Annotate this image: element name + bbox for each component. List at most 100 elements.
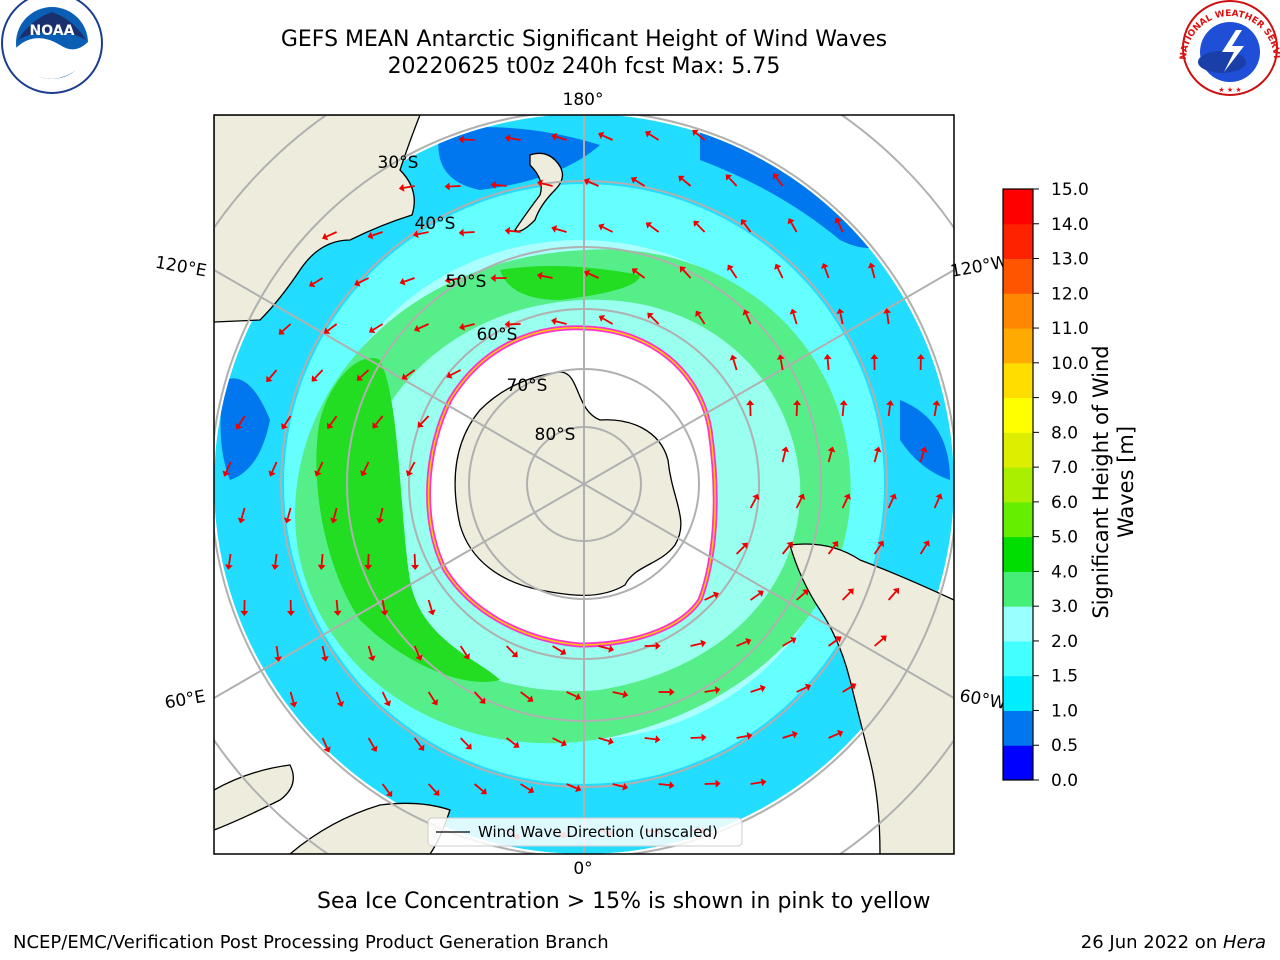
wave-arrow-shaft	[841, 591, 851, 601]
wave-arrow-shaft	[225, 461, 232, 473]
wave-arrow-head	[224, 564, 233, 570]
wave-arrow-shaft	[418, 323, 429, 330]
wave-arrow-shaft	[827, 544, 836, 555]
lon-label-120w: 120°W	[949, 252, 1010, 282]
wave-arrow-head	[804, 683, 812, 691]
wave-arrow-shaft	[743, 222, 752, 233]
wave-arrow-head	[923, 540, 930, 547]
wave-arrow-shaft	[520, 691, 530, 700]
wave-arrow-head	[645, 130, 652, 138]
legend-label: Wind Wave Direction (unscaled)	[478, 823, 718, 841]
wave-arrow-shaft	[281, 323, 292, 332]
wave-arrow-shaft	[371, 231, 383, 237]
wave-arrow-shaft	[732, 359, 738, 371]
wave-arrow-shaft	[649, 224, 660, 233]
colorbar-segment	[1003, 432, 1033, 468]
wave-arrow-head	[235, 423, 243, 430]
wave-arrow-shaft	[408, 461, 416, 473]
wave-arrow-shaft	[321, 645, 326, 657]
wave-arrow-shaft	[828, 638, 838, 647]
wave-arrow-head	[608, 644, 615, 653]
wave-arrow-shaft	[750, 781, 762, 785]
wave-arrow-shaft	[289, 691, 295, 703]
wave-arrow-shaft	[602, 317, 614, 325]
wave-arrow-shaft	[381, 783, 390, 794]
wave-arrow-head	[740, 219, 748, 226]
low-wave-region	[438, 127, 600, 190]
wave-arrow-head	[745, 637, 752, 646]
wave-arrow-shaft	[887, 404, 891, 417]
wave-arrow-head	[695, 310, 702, 317]
wave-arrow-head	[821, 262, 829, 270]
colorbar-tick-label: 10.0	[1051, 354, 1089, 374]
wave-arrow-head	[797, 493, 806, 500]
wave-arrow-shaft	[682, 269, 692, 279]
wave-arrow-shaft	[359, 369, 370, 379]
wave-arrow-shaft	[228, 553, 232, 566]
colorbar-tick-label: 3.0	[1051, 597, 1078, 617]
wave-arrow-shaft	[362, 461, 370, 473]
wave-arrow-head	[919, 446, 928, 453]
wave-arrow-head	[802, 589, 809, 596]
wave-arrow-head	[465, 743, 472, 750]
wave-arrow-shaft	[552, 737, 563, 744]
wave-arrow-shaft	[381, 691, 389, 703]
wave-arrow-shaft	[275, 645, 279, 658]
wave-arrow-shaft	[268, 369, 278, 379]
wave-arrow-head	[367, 655, 376, 662]
wave-arrow-shaft	[449, 277, 461, 281]
colorbar-tick-label: 1.0	[1051, 701, 1078, 721]
wave-arrow-head	[631, 268, 639, 275]
wave-arrow-head	[678, 175, 685, 183]
colorbar-tick-label: 15.0	[1051, 180, 1089, 200]
wave-arrow-head	[444, 276, 451, 285]
wave-arrow-head	[655, 641, 661, 650]
wave-arrow-head	[741, 542, 748, 549]
wave-arrow-head	[776, 354, 785, 360]
colorbar-segment	[1003, 223, 1033, 260]
wave-arrow-shaft	[321, 737, 328, 749]
nws-logo: NATIONAL WEATHER SERVICE ★ ★ ★	[0, 0, 1280, 96]
wave-arrow-head	[560, 739, 567, 747]
wave-arrow-shaft	[828, 732, 840, 739]
wave-arrow-head	[526, 695, 534, 702]
colorbar-tick-label: 2.0	[1051, 632, 1078, 652]
wave-arrow-shaft	[473, 691, 483, 701]
wave-arrow-shaft	[271, 461, 278, 473]
wave-arrow-head	[511, 651, 518, 658]
wave-arrow-head	[431, 699, 438, 706]
wave-arrow-shaft	[781, 544, 791, 555]
wave-arrow-shaft	[566, 691, 577, 698]
wave-arrow-head	[385, 790, 393, 797]
colorbar-segment	[1003, 362, 1033, 399]
wave-arrow-head	[415, 654, 423, 661]
wave-arrow-shaft	[317, 461, 324, 473]
wave-arrow-shaft	[796, 592, 806, 601]
wave-arrow-shaft	[367, 737, 375, 749]
wave-arrow-head	[367, 231, 374, 240]
wave-arrow-shaft	[274, 553, 278, 566]
machine-name: Hera	[1222, 932, 1266, 953]
wave-arrow-head	[791, 730, 798, 739]
wave-arrow-shaft	[870, 267, 876, 279]
wave-arrow-shaft	[697, 314, 706, 325]
wave-arrow-head	[622, 690, 629, 699]
wave-arrow-shaft	[779, 359, 784, 371]
wave-arrow-shaft	[690, 642, 702, 647]
wave-arrow-shaft	[505, 645, 515, 655]
wave-arrow-head	[889, 493, 897, 500]
wave-arrow-shaft	[327, 323, 338, 332]
run-date-prefix: 26 Jun 2022 on	[1080, 932, 1223, 953]
wave-arrow-head	[757, 590, 764, 597]
wave-arrow-head	[504, 320, 510, 329]
wave-arrow-head	[317, 564, 326, 570]
wave-arrow-head	[401, 373, 409, 380]
wave-arrow-shaft	[312, 277, 324, 285]
wave-arrow-head	[427, 609, 436, 616]
low-wave-region	[220, 378, 270, 480]
wave-arrow-shaft	[782, 639, 793, 647]
wave-arrow-shaft	[644, 737, 656, 741]
wave-arrow-shaft	[588, 180, 599, 187]
map-frame	[213, 114, 955, 855]
